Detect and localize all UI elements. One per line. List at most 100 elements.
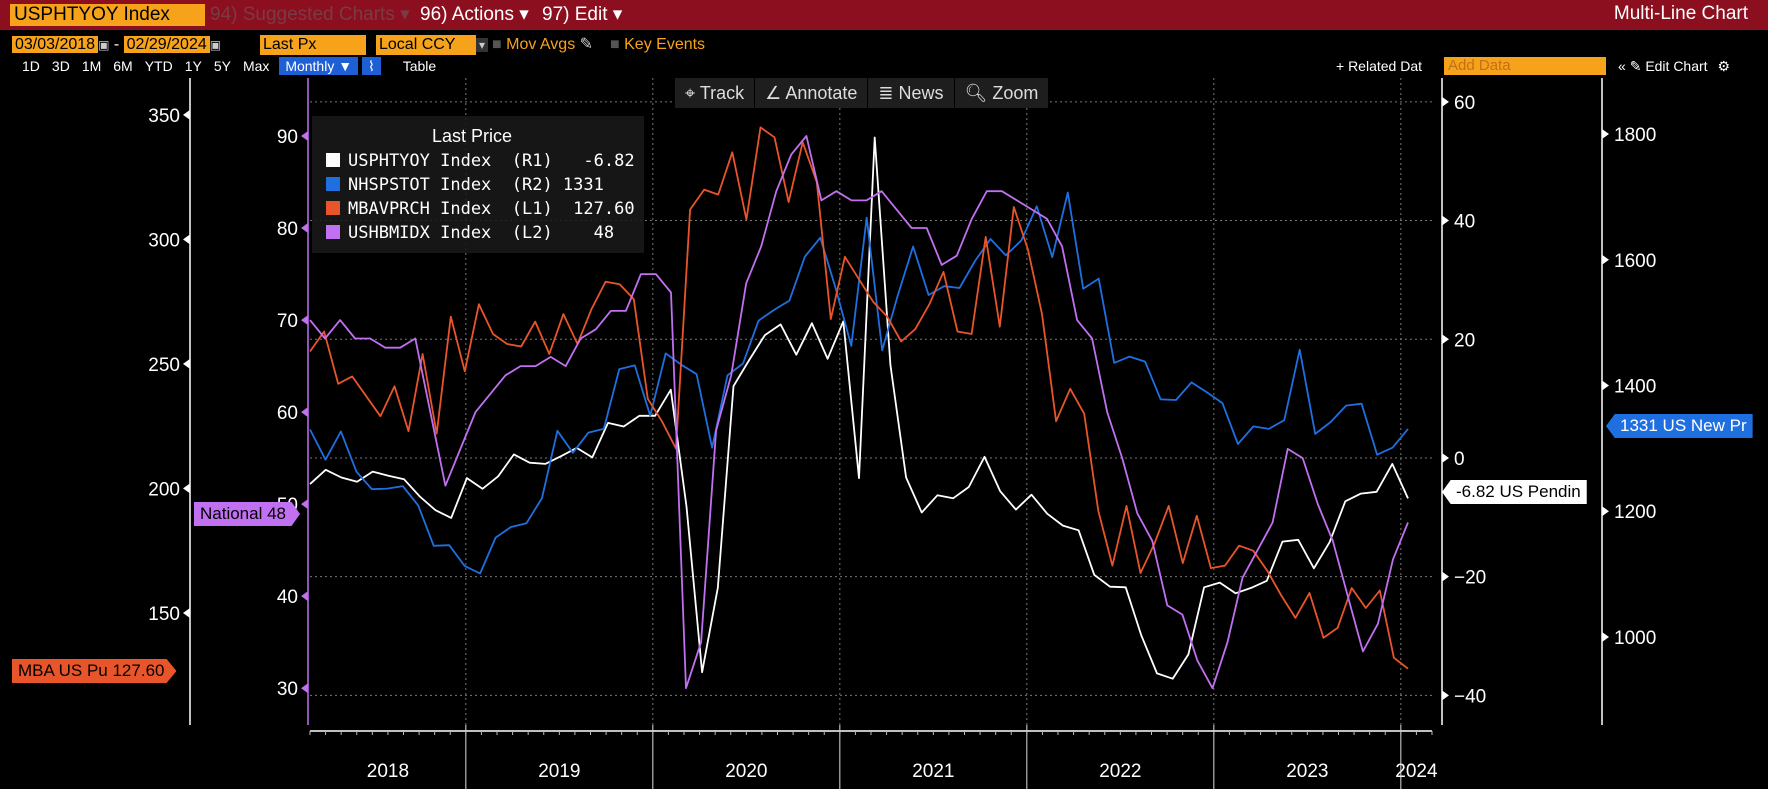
chart-legend: Last Price USPHTYOY Index (R1) -6.82 NHS… [312, 116, 644, 253]
tick-label-r1: −40 [1454, 686, 1486, 707]
currency-select[interactable]: Local CCY [376, 35, 476, 55]
actions-menu[interactable]: 96) Actions ▾ [420, 4, 529, 25]
legend-item-usphtyoy[interactable]: USPHTYOY Index (R1) -6.82 [326, 150, 635, 172]
legend-swatch [326, 201, 340, 215]
tick-label-r1: 20 [1454, 330, 1475, 351]
tick-marker [183, 109, 190, 120]
legend-item-nhspstot[interactable]: NHSPSTOT Index (R2) 1331 [326, 174, 604, 196]
series-line-usphtyoy [309, 136, 1409, 680]
news-icon: ≣ [878, 83, 894, 103]
x-tick-label: 2019 [538, 761, 580, 782]
tag-new-home-sales: 1331 US New Pr [1606, 414, 1753, 438]
tick-label-l2: 90 [277, 127, 298, 148]
date-range: 03/03/2018 ▣ - 02/29/2024 ▣ [12, 35, 221, 55]
suggested-charts-menu[interactable]: 94) Suggested Charts ▾ [210, 4, 410, 25]
tick-marker [301, 499, 308, 510]
tick-label-r1: −20 [1454, 568, 1486, 589]
x-tick-label: 2023 [1286, 761, 1328, 782]
series-line-nhspstot [309, 191, 1409, 575]
mov-avgs-toggle[interactable]: ■ Mov Avgs ✎ [492, 36, 594, 53]
calendar-icon[interactable]: ▣ [98, 38, 110, 52]
annotate-icon: ∠ [765, 83, 782, 103]
checkbox-icon[interactable]: ■ [610, 36, 620, 53]
tick-marker [1602, 631, 1609, 642]
collapse-icon[interactable]: « [1618, 58, 1626, 74]
ticker-field[interactable]: USPHTYOY Index [10, 4, 205, 26]
end-date-input[interactable]: 02/29/2024 [123, 36, 210, 53]
tick-marker [1442, 690, 1449, 701]
period-1y[interactable]: 1Y [184, 58, 202, 74]
tick-marker [301, 131, 308, 142]
tick-marker [1442, 96, 1449, 107]
tick-marker [1442, 334, 1449, 345]
chart-type-label: Multi-Line Chart [1613, 3, 1748, 24]
zoom-icon: 🔍︎ [964, 83, 988, 103]
gear-icon[interactable]: ⚙ [1717, 58, 1731, 74]
x-tick-label: 2024 [1395, 761, 1438, 782]
related-data-button[interactable]: + Related Dat [1336, 58, 1422, 74]
period-5y[interactable]: 5Y [213, 58, 231, 74]
tick-label-l2: 30 [277, 679, 298, 700]
period-1m[interactable]: 1M [81, 58, 102, 74]
checkbox-icon[interactable]: ■ [492, 36, 502, 53]
legend-swatch [326, 177, 340, 191]
period-max[interactable]: Max [242, 58, 270, 74]
tag-pending: -6.82 US Pendin [1442, 480, 1587, 504]
frequency-select[interactable]: Monthly ▼ [279, 57, 359, 75]
chart-icon[interactable]: ⌇ [361, 57, 381, 75]
x-tick-label: 2022 [1099, 761, 1141, 782]
tick-marker [301, 683, 308, 694]
tick-marker [1442, 452, 1449, 463]
tick-label-l1: 150 [148, 604, 180, 625]
period-ytd[interactable]: YTD [144, 58, 173, 74]
tick-marker [1602, 129, 1609, 140]
calendar-icon[interactable]: ▣ [209, 38, 222, 52]
tick-marker [301, 315, 308, 326]
tick-label-l2: 40 [277, 587, 298, 608]
tick-label-r2: 1200 [1614, 502, 1656, 523]
annotate-button[interactable]: ∠ Annotate [755, 78, 869, 108]
table-button[interactable]: Table [402, 58, 437, 74]
period-6m[interactable]: 6M [113, 58, 133, 74]
pencil-icon[interactable]: ✎ [579, 36, 594, 53]
tick-marker [183, 358, 190, 369]
tick-label-r1: 60 [1454, 93, 1475, 114]
tick-marker [1442, 215, 1449, 226]
chart-toolbar: ⌖ Track ∠ Annotate ≣ News 🔍︎ Zoom [675, 78, 1050, 108]
header-bar: USPHTYOY Index 94) Suggested Charts ▾ 96… [0, 0, 1768, 30]
tag-mba: MBA US Pu 127.60 [12, 659, 177, 683]
tick-label-l2: 70 [277, 311, 298, 332]
tag-national: National 48 [194, 502, 301, 526]
x-tick-label: 2020 [725, 761, 767, 782]
period-1d[interactable]: 1D [22, 58, 40, 74]
legend-item-mbavprch[interactable]: MBAVPRCH Index (L1) 127.60 [326, 198, 635, 220]
tick-label-l1: 200 [148, 479, 180, 500]
add-data-input[interactable]: Add Data [1444, 57, 1606, 75]
tick-marker [301, 591, 308, 602]
field-select[interactable]: Last Px [260, 35, 366, 55]
date-dash: - [113, 36, 120, 53]
legend-swatch [326, 225, 340, 239]
edit-menu[interactable]: 97) Edit ▾ [542, 4, 623, 25]
period-3d[interactable]: 3D [51, 58, 70, 74]
chevron-down-icon[interactable]: ▾ [476, 38, 489, 52]
tick-label-r2: 1800 [1614, 125, 1656, 146]
zoom-button[interactable]: 🔍︎ Zoom [954, 78, 1050, 108]
tick-marker [183, 607, 190, 618]
legend-title: Last Price [432, 126, 513, 146]
tick-label-r1: 0 [1454, 449, 1465, 470]
legend-item-ushbmidx[interactable]: USHBMIDX Index (L2) 48 [326, 222, 614, 244]
axes: 15020025030035030405060708090−40−2002040… [148, 78, 1656, 789]
tick-marker [301, 407, 308, 418]
pencil-icon[interactable]: ✎ [1629, 58, 1642, 74]
news-button[interactable]: ≣ News [868, 78, 955, 108]
x-tick-label: 2021 [912, 761, 954, 782]
tick-label-r2: 1600 [1614, 251, 1656, 272]
tick-marker [1602, 380, 1609, 391]
key-events-toggle[interactable]: ■ Key Events [610, 36, 706, 53]
edit-chart-button[interactable]: Edit Chart [1645, 58, 1708, 74]
track-button[interactable]: ⌖ Track [675, 78, 756, 108]
start-date-input[interactable]: 03/03/2018 [12, 36, 99, 53]
tick-marker [301, 223, 308, 234]
